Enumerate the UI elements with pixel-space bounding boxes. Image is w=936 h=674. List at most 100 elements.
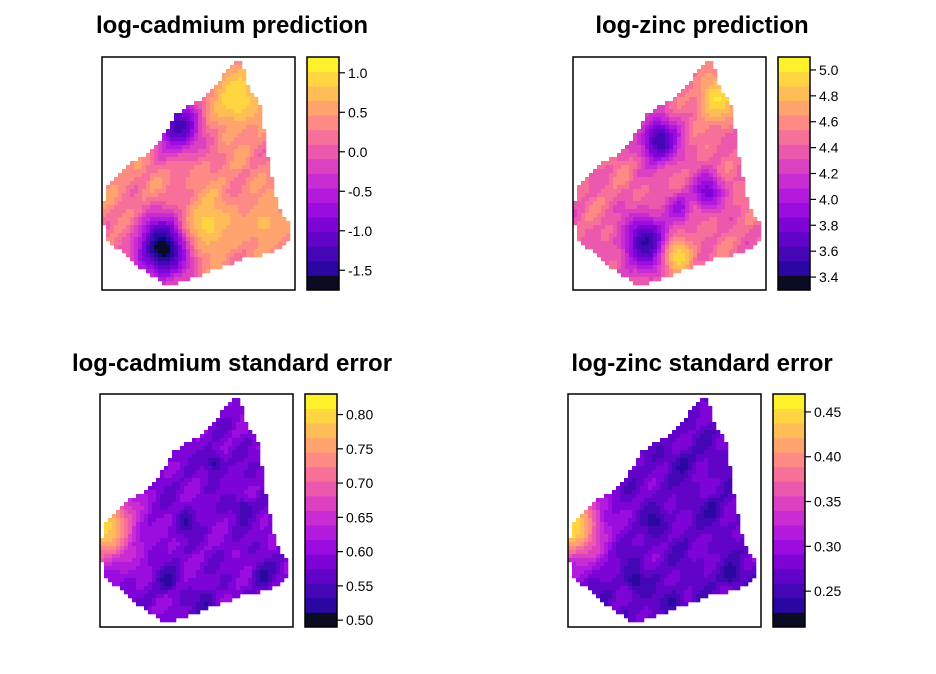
- map-cell: [697, 69, 702, 74]
- map-cell: [178, 165, 183, 170]
- map-cell: [244, 514, 249, 519]
- map-cell: [170, 261, 175, 266]
- map-cell: [641, 261, 646, 266]
- map-cell: [230, 137, 235, 142]
- map-cell: [700, 414, 705, 419]
- map-cell: [204, 578, 209, 583]
- map-cell: [725, 125, 730, 130]
- map-cell: [124, 526, 129, 531]
- map-cell: [182, 245, 187, 250]
- map-cell: [669, 153, 674, 158]
- map-cell: [114, 181, 119, 186]
- map-cell: [653, 109, 658, 114]
- map-cell: [130, 229, 135, 234]
- map-cell: [198, 145, 203, 150]
- map-cell: [128, 578, 133, 583]
- map-cell: [198, 181, 203, 186]
- map-cell: [206, 233, 211, 238]
- map-cell: [617, 161, 622, 166]
- map-cell: [220, 446, 225, 451]
- map-cell: [680, 426, 685, 431]
- map-cell: [182, 157, 187, 162]
- map-cell: [136, 518, 141, 523]
- map-cell: [236, 534, 241, 539]
- map-cell: [196, 610, 201, 615]
- map-cell: [641, 253, 646, 258]
- map-cell: [222, 145, 227, 150]
- map-cell: [613, 157, 618, 162]
- map-cell: [234, 117, 239, 122]
- map-cell: [712, 450, 717, 455]
- map-cell: [220, 534, 225, 539]
- map-area: [573, 61, 762, 286]
- map-cell: [162, 253, 167, 258]
- map-cell: [709, 141, 714, 146]
- map-cell: [200, 438, 205, 443]
- map-cell: [637, 277, 642, 282]
- map-cell: [601, 257, 606, 262]
- map-cell: [170, 173, 175, 178]
- map-cell: [585, 197, 590, 202]
- legend-swatch: [305, 437, 337, 453]
- map-cell: [649, 229, 654, 234]
- map-cell: [184, 458, 189, 463]
- map-cell: [150, 261, 155, 266]
- map-cell: [681, 149, 686, 154]
- map-cell: [234, 201, 239, 206]
- map-cell: [242, 189, 247, 194]
- map-cell: [166, 149, 171, 154]
- map-cell: [685, 149, 690, 154]
- map-cell: [260, 474, 265, 479]
- map-cell: [704, 442, 709, 447]
- map-cell: [146, 241, 151, 246]
- map-cell: [629, 165, 634, 170]
- map-cell: [272, 546, 277, 551]
- map-cell: [184, 470, 189, 475]
- map-cell: [198, 101, 203, 106]
- map-cell: [633, 141, 638, 146]
- map-cell: [144, 590, 149, 595]
- map-cell: [613, 201, 618, 206]
- map-cell: [162, 265, 167, 270]
- map-cell: [733, 229, 738, 234]
- map-cell: [693, 141, 698, 146]
- map-cell: [126, 193, 131, 198]
- map-cell: [701, 193, 706, 198]
- map-cell: [154, 265, 159, 270]
- map-cell: [226, 193, 231, 198]
- map-cell: [605, 225, 610, 230]
- map-cell: [184, 502, 189, 507]
- map-cell: [144, 534, 149, 539]
- map-cell: [114, 213, 119, 218]
- map-cell: [685, 261, 690, 266]
- map-cell: [206, 145, 211, 150]
- map-cell: [266, 197, 271, 202]
- map-cell: [669, 149, 674, 154]
- map-cell: [625, 217, 630, 222]
- map-cell: [124, 574, 129, 579]
- map-cell: [160, 618, 165, 623]
- map-cell: [234, 209, 239, 214]
- map-cell: [745, 237, 750, 242]
- map-cell: [220, 418, 225, 423]
- map-cell: [709, 237, 714, 242]
- map-cell: [228, 414, 233, 419]
- map-cell: [276, 546, 281, 551]
- map-cell: [262, 245, 267, 250]
- map-cell: [681, 193, 686, 198]
- map-cell: [236, 466, 241, 471]
- map-cell: [709, 65, 714, 70]
- map-cell: [232, 446, 237, 451]
- map-cell: [665, 265, 670, 270]
- map-cell: [164, 578, 169, 583]
- map-cell: [282, 217, 287, 222]
- map-cell: [704, 422, 709, 427]
- map-cell: [126, 221, 131, 226]
- map-cell: [192, 526, 197, 531]
- map-cell: [653, 189, 658, 194]
- map-cell: [160, 578, 165, 583]
- map-cell: [218, 229, 223, 234]
- map-cell: [108, 554, 113, 559]
- map-cell: [712, 430, 717, 435]
- map-cell: [637, 193, 642, 198]
